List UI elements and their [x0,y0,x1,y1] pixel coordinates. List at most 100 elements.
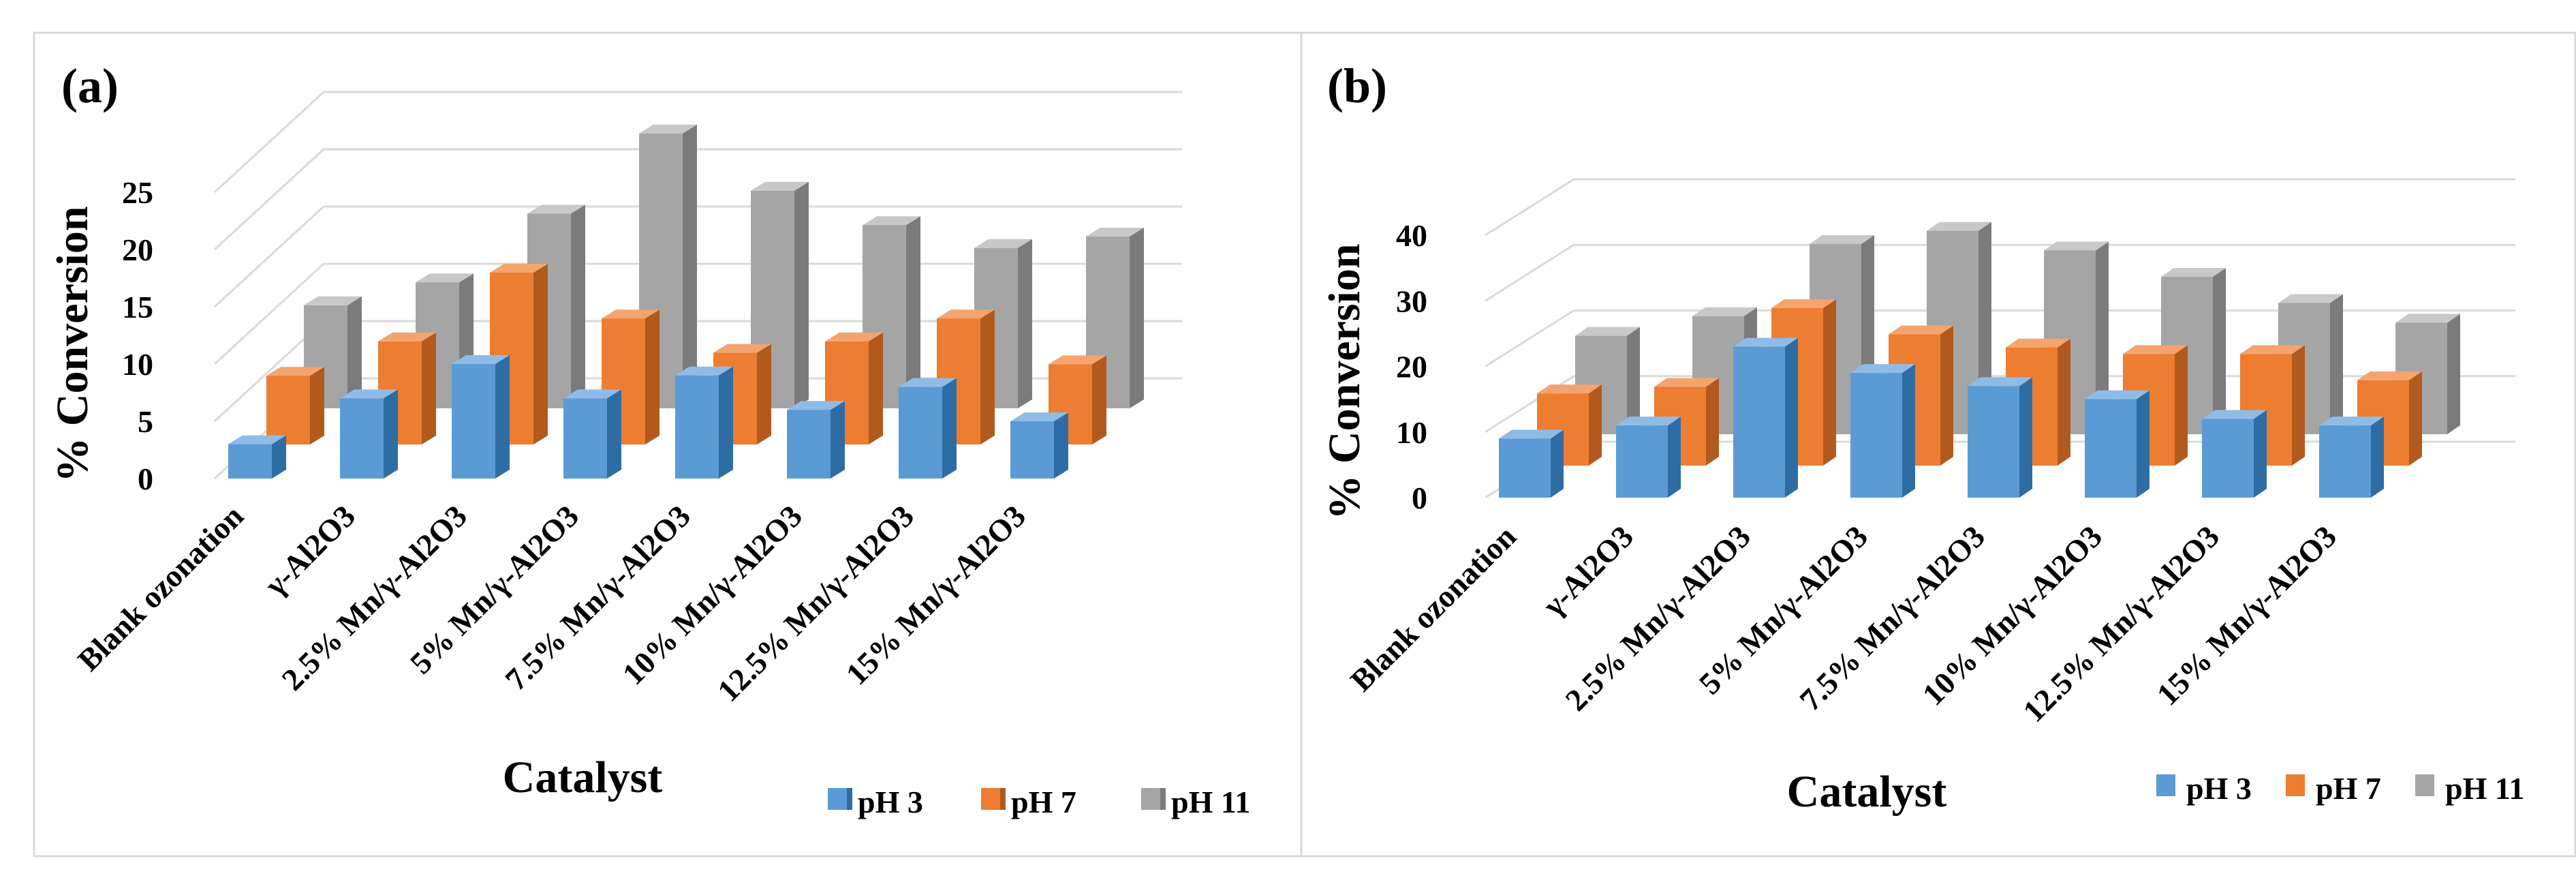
bar-top [1499,429,1564,439]
x-axis-title: Catalyst [503,753,663,802]
bar-top [2319,417,2384,426]
bar-front [2085,399,2137,498]
gridlines: 0 5 10 15 20 25 [122,91,1182,496]
bar-side [272,435,286,479]
bar-side [1706,378,1719,466]
legend-label: pH 7 [1011,785,1076,819]
bar-front [1968,386,2019,498]
bar-top [713,344,771,353]
bar-side [310,367,324,444]
bar-side [942,378,957,479]
bar-side [1902,364,1915,498]
bar-top [1927,222,1991,231]
bar-side [607,389,621,479]
bar-top [2044,241,2109,251]
gridline-diagonal [1485,243,1574,302]
gridline-diagonal [213,91,325,194]
bar [228,435,286,479]
legend-label: pH 11 [2445,771,2524,806]
legend-label: pH 7 [2316,771,2381,806]
bar-top [490,264,548,273]
y-tick-label: 10 [122,347,153,382]
bar-top [1850,364,1915,374]
legend-swatch [2415,774,2434,796]
legend-label: pH 11 [1171,785,1250,819]
y-tick-label: 30 [1396,284,1427,318]
bar-side [645,309,659,444]
bar-top [1810,234,1874,244]
y-tick-label: 15 [122,290,153,324]
bar [602,309,659,444]
bar-front [787,410,831,479]
bar-front [1010,421,1054,479]
bar-top [340,389,398,399]
y-tick-label: 0 [138,461,153,496]
bar-front [452,364,495,479]
y-tick-label: 40 [1396,218,1427,253]
bar [1086,228,1144,408]
bar-top [2202,410,2267,419]
bar-top [602,309,659,319]
gridline-diagonal [213,148,325,251]
bar-side [1627,327,1640,434]
gridline-diagonal [213,205,325,308]
bar-side [757,344,771,444]
bar-side [869,332,883,444]
bar-front [340,398,384,479]
legend-swatch-side [1000,788,1006,810]
bar-side [719,366,733,479]
y-tick-label: 0 [1412,481,1427,515]
gridlines: 0 10 20 30 40 [1396,178,2515,515]
bar [2085,390,2150,498]
bar [304,296,362,408]
bar-side [831,401,845,479]
y-tick-label: 10 [1396,415,1427,450]
legend-swatch [1141,788,1160,810]
bar-top [2357,371,2422,380]
bar [787,401,845,479]
bar-front [1616,425,1668,498]
bar-front [2202,419,2254,498]
legend-swatch [828,788,847,810]
bar-side [683,124,697,409]
legend-swatch [2286,774,2305,796]
bar [1733,337,1798,498]
bar [2202,410,2267,498]
bar-side [1551,429,1564,498]
bar-side [794,181,809,408]
bar-top [1537,384,1602,394]
bar-side [2292,345,2305,466]
bar-front [1499,438,1551,498]
bar-top [675,366,733,376]
bar [1616,417,1681,498]
y-tick-label: 20 [122,232,153,267]
y-tick-label: 5 [138,404,153,439]
legend: pH 3 pH 7 pH 11 [2156,771,2524,806]
bar-front [1850,373,1902,498]
legend-item: pH 7 [2286,771,2381,806]
legend-item: pH 11 [1141,785,1250,819]
bar-side [2137,390,2150,498]
legend-item: pH 3 [828,785,923,819]
bar [937,309,995,444]
bar-top [639,124,697,134]
bar-top [1733,337,1798,347]
bar-top [1049,355,1106,365]
bar-side [2019,377,2032,498]
bar-top [1010,412,1068,421]
bar-top [563,389,621,399]
bar-top [1692,307,1757,316]
bar-top [899,378,957,387]
legend-swatch [2156,774,2175,796]
bar-side [2330,294,2343,434]
bar-side [1130,228,1144,408]
bar-top [1086,228,1144,237]
bar [1968,377,2032,498]
bar-top [266,367,324,376]
bar-top [2123,345,2188,354]
bar-side [571,205,585,408]
bar-side [1054,412,1068,479]
bar [675,366,733,479]
bar-top [2161,268,2226,277]
